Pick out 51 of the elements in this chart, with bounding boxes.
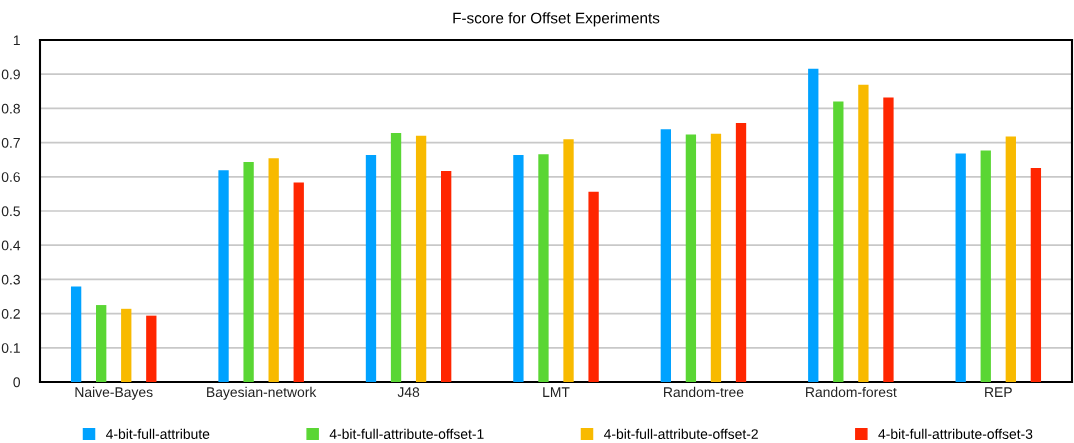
bar	[293, 182, 304, 382]
bar	[441, 170, 452, 382]
bar	[268, 158, 279, 382]
x-tick-label: LMT	[543, 387, 570, 397]
bar	[808, 68, 819, 382]
bar	[390, 133, 402, 382]
x-tick-label: Bayesian-network	[207, 386, 317, 400]
bar	[1030, 167, 1042, 382]
x-tick-label: Naive-Bayes	[75, 386, 153, 400]
legend-label: 4-bit-full-attribute-offset-1	[329, 428, 484, 439]
bar	[735, 123, 747, 382]
y-tick-label: 0.6	[1, 172, 20, 182]
x-tick-label: Random-forest	[806, 386, 897, 398]
bar	[955, 153, 966, 382]
y-tick-label: 0.7	[1, 137, 20, 148]
y-tick-label: 0.8	[1, 103, 20, 114]
bar	[563, 139, 574, 382]
bar	[660, 129, 671, 382]
bar	[538, 154, 549, 382]
y-tick-label: 0.5	[1, 206, 20, 217]
bar	[980, 150, 991, 382]
bar	[858, 84, 869, 382]
y-tick-label: 0	[13, 377, 21, 388]
bar	[70, 286, 82, 382]
bar	[415, 135, 427, 382]
x-tick-label: REP	[985, 387, 1012, 397]
bar	[685, 134, 697, 382]
x-tick-label: J48	[397, 387, 420, 398]
chart-title: F-score for Offset Experiments	[453, 12, 660, 27]
y-tick-label: 0.4	[1, 240, 21, 251]
bar	[96, 305, 107, 382]
legend-label: 4-bit-full-attribute	[106, 428, 210, 439]
bar	[1005, 136, 1016, 382]
y-tick-label: 0.1	[1, 343, 20, 353]
bar	[883, 97, 894, 382]
bar	[513, 154, 524, 382]
bar	[121, 308, 132, 382]
bar	[243, 162, 254, 382]
legend-label: 4-bit-full-attribute-offset-2	[603, 428, 758, 439]
x-tick-label: Random-tree	[664, 386, 744, 398]
bar	[588, 191, 599, 382]
bar	[365, 154, 377, 382]
y-tick-label: 0.2	[1, 308, 20, 319]
y-tick-label: 0.3	[1, 274, 20, 285]
y-tick-label: 0.9	[1, 69, 20, 80]
bar	[146, 315, 157, 382]
bar	[833, 101, 844, 382]
bar	[218, 170, 229, 382]
bar	[710, 133, 722, 382]
legend-label: 4-bit-full-attribute-offset-3	[878, 428, 1033, 439]
y-tick-label: 1	[13, 35, 20, 46]
